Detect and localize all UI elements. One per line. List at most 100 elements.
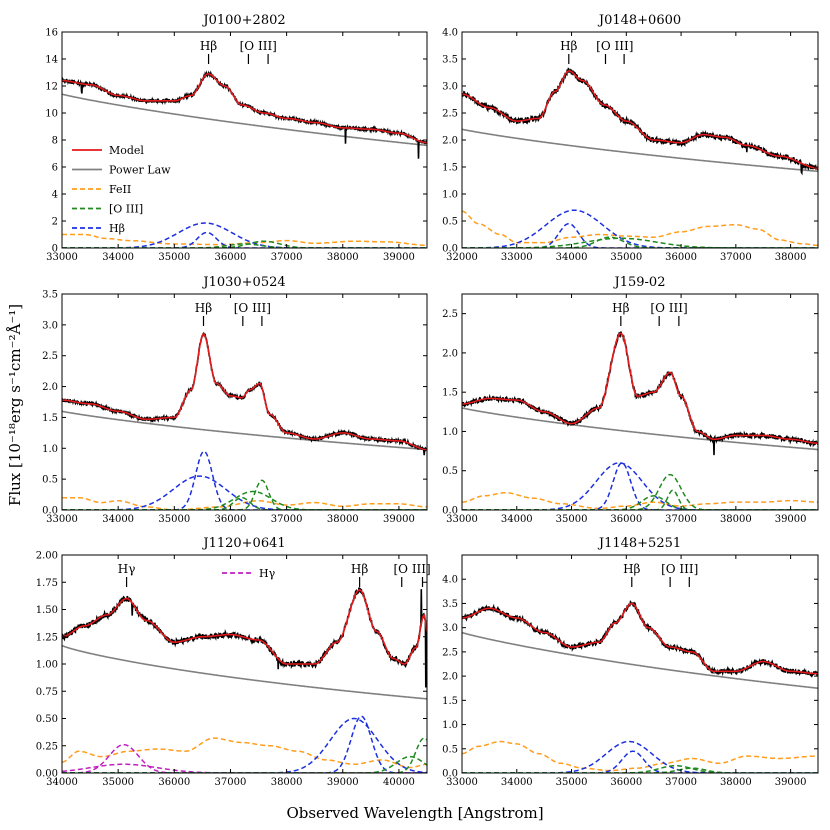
y-tick-label: 1.75: [36, 578, 58, 589]
line-marker-label: Hβ: [195, 301, 212, 315]
x-tick-label: 38000: [775, 252, 807, 263]
x-tick-label: 35000: [102, 777, 134, 788]
panel-j1148-5251: J1148+5251 33000 34000 35000 36000 37000 38000…: [442, 536, 819, 788]
x-tick-label: 39000: [327, 777, 359, 788]
observed-spectrum: [462, 331, 818, 456]
model-line: [62, 333, 427, 451]
y-tick-label: 0.0: [42, 506, 58, 517]
panel-title: J159-02: [613, 275, 666, 290]
x-tick-label: 38000: [720, 514, 752, 525]
component-h-2: [62, 450, 427, 510]
component-oiii-3: [62, 490, 427, 510]
x-axis-title: Observed Wavelength [Angstrom]: [286, 804, 543, 822]
component-feii-0: [62, 233, 427, 247]
x-tick-label: 34000: [46, 777, 78, 788]
y-tick-label: 2.5: [42, 351, 58, 362]
component-feii-0: [462, 491, 818, 510]
y-tick-label: 2.00: [36, 551, 58, 562]
model-line: [62, 589, 427, 665]
legend-label: Power Law: [109, 164, 171, 177]
y-tick-label: 0: [52, 244, 58, 255]
x-tick-label: 35000: [158, 252, 190, 263]
x-tick-label: 39000: [383, 514, 415, 525]
power-law-line: [462, 407, 818, 451]
panel-j1120-0641: J1120+0641 34000 35000 36000 37000 38000 39000…: [36, 536, 431, 788]
component-oiii-6: [62, 755, 427, 773]
legend-label: [O III]: [109, 203, 143, 216]
panel-title: J1148+5251: [597, 536, 681, 551]
y-tick-label: 3.0: [442, 82, 458, 93]
y-tick-label: 0.0: [442, 769, 458, 780]
panel-j1030-0524: J1030+0524 33000 34000 35000 36000 37000 38000…: [42, 275, 428, 525]
y-tick-label: 4.0: [442, 28, 458, 39]
y-tick-label: 6: [52, 163, 58, 174]
y-tick-label: 2.0: [442, 672, 458, 683]
x-tick-label: 34000: [556, 252, 588, 263]
component-oiii-4: [462, 489, 818, 510]
x-tick-label: 34000: [102, 252, 134, 263]
component-oiii-5: [62, 496, 427, 510]
y-tick-label: 4: [52, 190, 58, 201]
observed-spectrum: [462, 599, 818, 678]
component-oiii-3: [462, 473, 818, 510]
y-tick-label: 2.5: [442, 109, 458, 120]
y-tick-label: 1.0: [442, 427, 458, 438]
y-tick-label: 0.75: [36, 687, 58, 698]
y-tick-label: 12: [45, 82, 58, 93]
component-h-3: [62, 717, 427, 773]
y-tick-label: 1.5: [442, 163, 458, 174]
y-tick-label: 2.0: [442, 348, 458, 359]
y-tick-label: 3.0: [42, 320, 58, 331]
y-tick-label: 1.0: [442, 720, 458, 731]
y-tick-label: 8: [52, 136, 58, 147]
panel-title: J1030+0524: [201, 275, 285, 290]
y-tick-label: 2.0: [442, 136, 458, 147]
x-tick-label: 38000: [327, 252, 359, 263]
model-line: [462, 70, 818, 169]
y-tick-label: 1.5: [442, 388, 458, 399]
panel-j0100-2802: J0100+2802 33000 34000 35000 36000 37000 38000…: [45, 13, 428, 263]
line-marker-label: Hβ: [351, 562, 368, 576]
line-marker-label: [O III]: [240, 39, 277, 53]
power-law-line: [462, 631, 818, 689]
axes-frame: [461, 554, 819, 774]
component-oiii-4: [462, 236, 818, 248]
line-marker-label: [O III]: [661, 562, 698, 576]
y-tick-label: 0.5: [442, 744, 458, 755]
x-tick-label: 36000: [215, 514, 247, 525]
y-tick-label: 2.5: [442, 647, 458, 658]
component-h-2: [62, 763, 427, 773]
legend-label: Model: [109, 144, 144, 157]
line-marker-label: [O III]: [650, 301, 687, 315]
y-tick-label: 1.0: [42, 444, 58, 455]
line-marker-label: Hβ: [623, 562, 640, 576]
component-h-2: [462, 222, 818, 248]
line-marker-label: [O III]: [393, 562, 430, 576]
power-law-line: [62, 410, 427, 451]
y-tick-label: 0.5: [442, 466, 458, 477]
y-tick-label: 1.00: [36, 660, 58, 671]
x-tick-label: 37000: [720, 252, 752, 263]
y-tick-label: 2: [52, 217, 58, 228]
x-tick-label: 39000: [775, 777, 807, 788]
power-law-line: [62, 93, 427, 147]
x-tick-label: 36000: [665, 252, 697, 263]
model-line: [462, 602, 818, 675]
power-law-line: [462, 128, 818, 173]
x-tick-label: 35000: [556, 514, 588, 525]
x-tick-label: 39000: [775, 514, 807, 525]
y-tick-label: 1.50: [36, 605, 58, 616]
legend-label: FeII: [109, 183, 131, 196]
x-tick-label: 33000: [446, 514, 478, 525]
y-tick-label: 4.0: [442, 575, 458, 586]
x-tick-label: 36000: [158, 777, 190, 788]
y-tick-label: 1.5: [442, 696, 458, 707]
x-tick-label: 36000: [610, 777, 642, 788]
line-marker-label: Hβ: [560, 39, 577, 53]
x-tick-label: 38000: [271, 777, 303, 788]
model-line: [462, 332, 818, 444]
x-tick-label: 34000: [501, 514, 533, 525]
x-tick-label: 37000: [215, 777, 247, 788]
x-tick-label: 33000: [501, 252, 533, 263]
